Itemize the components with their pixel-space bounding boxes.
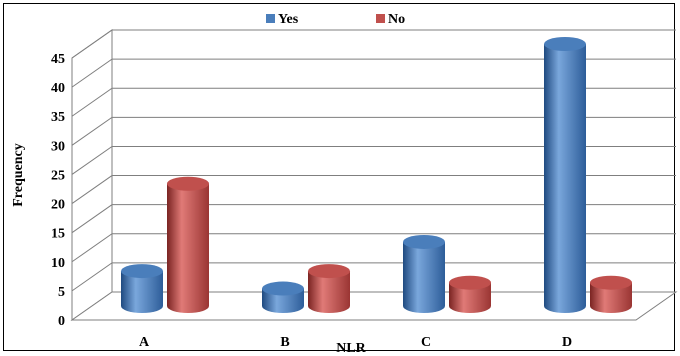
bar-no-c <box>449 275 491 313</box>
gridline <box>71 116 676 146</box>
bar-no-a <box>167 176 209 313</box>
x-axis-label: NLR <box>336 341 366 356</box>
bar-top <box>544 37 586 51</box>
bar-body <box>121 271 163 313</box>
bar-top <box>403 234 445 249</box>
gridline <box>71 262 676 292</box>
y-tick-label: 10 <box>51 256 65 271</box>
bar-yes-c <box>403 234 445 313</box>
y-axis-label: Frequency <box>11 143 26 207</box>
gridline <box>71 145 676 175</box>
bar-yes-d <box>544 37 586 313</box>
gridline <box>71 233 676 263</box>
gridlines <box>71 29 676 292</box>
y-tick-label: 45 <box>51 52 65 67</box>
y-tick-label: 15 <box>51 227 65 242</box>
legend-swatch-no <box>376 14 385 23</box>
bar-yes-a <box>121 264 163 313</box>
bar-top <box>449 275 491 290</box>
legend-label-yes: Yes <box>278 12 299 27</box>
bar-body <box>262 288 304 313</box>
x-tick-label: C <box>421 335 431 350</box>
bar-body <box>308 271 350 313</box>
bar-top <box>262 281 304 296</box>
gridline <box>71 29 676 59</box>
x-tick-label: A <box>139 335 150 350</box>
chart-frame <box>3 3 675 351</box>
bar-body <box>449 282 491 313</box>
x-axis-ticks: A B C D <box>139 335 572 350</box>
y-tick-label: 35 <box>51 110 65 125</box>
x-tick-label: D <box>562 335 572 350</box>
bar-body <box>167 183 209 313</box>
floor <box>70 291 678 321</box>
gridline <box>71 204 676 234</box>
y-tick-label: 0 <box>58 314 65 329</box>
bar-no-d <box>590 275 632 313</box>
legend-swatch-yes <box>266 14 275 23</box>
legend-label-no: No <box>388 12 405 27</box>
y-tick-label: 20 <box>51 198 65 213</box>
gridline <box>71 58 676 88</box>
y-axis-ticks: 0 5 10 15 20 25 30 35 40 45 <box>51 52 65 329</box>
bar-top <box>167 176 209 191</box>
y-tick-label: 40 <box>51 81 65 96</box>
bar-no-b <box>308 264 350 313</box>
legend: Yes No <box>266 12 405 27</box>
bar-yes-b <box>262 281 304 313</box>
x-tick-label: B <box>280 335 289 350</box>
chart-walls <box>70 29 678 321</box>
gridline <box>71 175 676 204</box>
bar-body <box>544 44 586 313</box>
bars <box>121 37 632 313</box>
y-tick-label: 5 <box>58 285 65 300</box>
bar-body <box>403 241 445 313</box>
bar-top <box>121 264 163 279</box>
y-tick-label: 30 <box>51 139 65 154</box>
y-tick-label: 25 <box>51 168 65 183</box>
bar-top <box>590 275 632 290</box>
gridline <box>71 87 676 117</box>
bar-body <box>590 282 632 313</box>
bar-top <box>308 264 350 279</box>
